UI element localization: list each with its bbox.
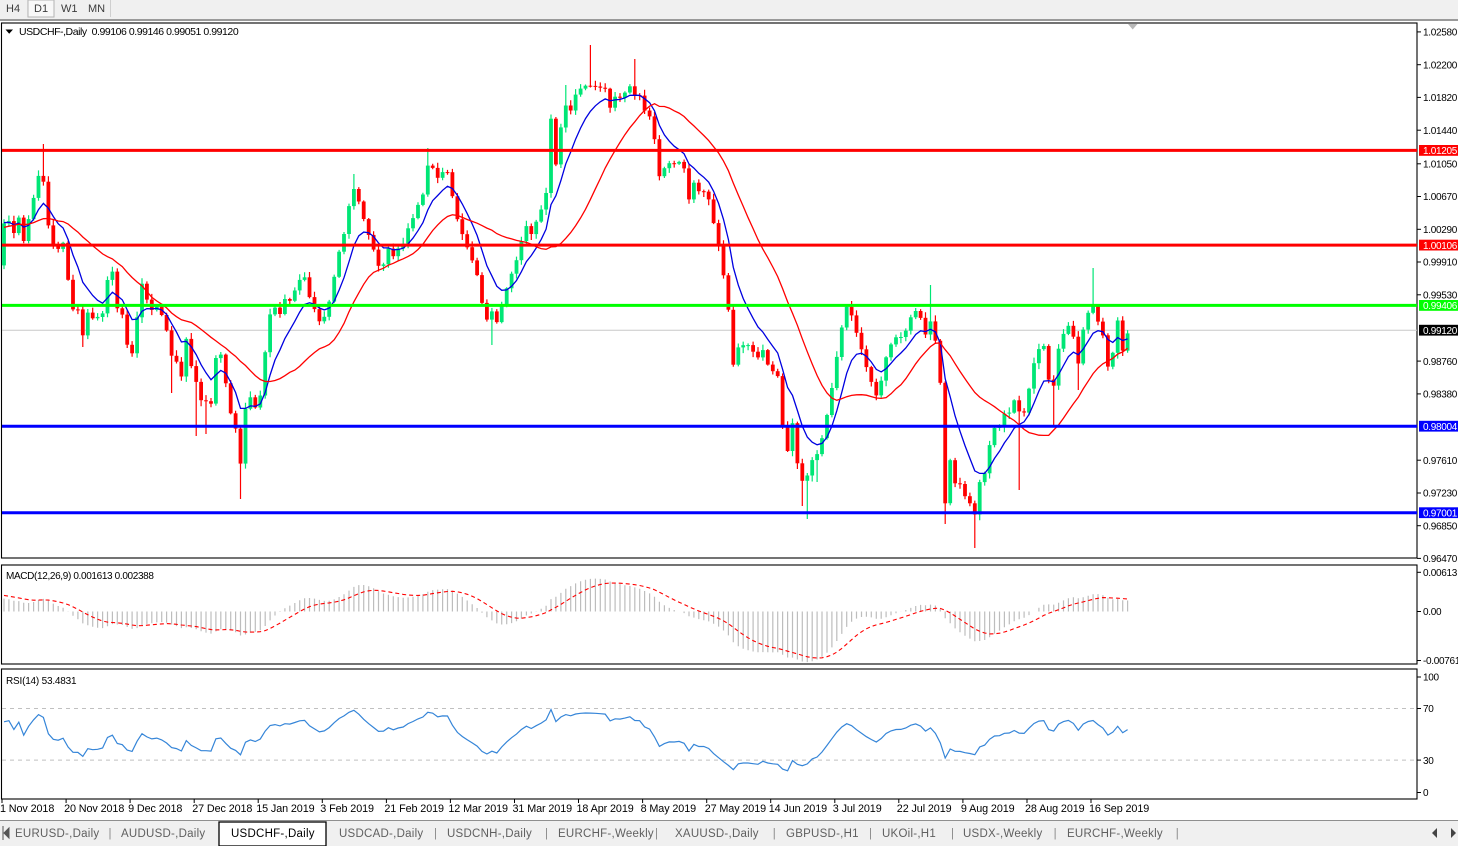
svg-text:|: |: [109, 828, 112, 840]
svg-text:|: |: [773, 828, 776, 840]
svg-text:1.01820: 1.01820: [1423, 93, 1458, 104]
svg-text:|: |: [869, 828, 872, 840]
svg-text:1.00670: 1.00670: [1423, 192, 1458, 203]
svg-text:1.02580: 1.02580: [1423, 28, 1458, 39]
svg-text:28 Aug 2019: 28 Aug 2019: [1025, 803, 1085, 815]
svg-text:USDCAD-,Daily: USDCAD-,Daily: [339, 828, 423, 840]
svg-text:0.97230: 0.97230: [1423, 489, 1458, 500]
svg-text:1.02200: 1.02200: [1423, 60, 1458, 71]
svg-text:9 Aug 2019: 9 Aug 2019: [961, 803, 1015, 815]
svg-text:-0.00761: -0.00761: [1423, 656, 1458, 667]
svg-text:12 Mar 2019: 12 Mar 2019: [448, 803, 508, 815]
svg-text:XAUUSD-,Daily: XAUUSD-,Daily: [675, 828, 759, 840]
svg-text:21 Feb 2019: 21 Feb 2019: [384, 803, 444, 815]
svg-text:|: |: [434, 828, 437, 840]
svg-text:0.97610: 0.97610: [1423, 456, 1458, 467]
svg-text:USDCHF-,Daily: USDCHF-,Daily: [231, 828, 315, 840]
svg-text:100: 100: [1423, 673, 1440, 684]
svg-text:27 Dec 2018: 27 Dec 2018: [192, 803, 252, 815]
svg-text:8 May 2019: 8 May 2019: [641, 803, 697, 815]
svg-text:15 Jan 2019: 15 Jan 2019: [256, 803, 314, 815]
svg-text:20 Nov 2018: 20 Nov 2018: [64, 803, 124, 815]
svg-text:GBPUSD-,H1: GBPUSD-,H1: [786, 828, 859, 840]
svg-text:0.98760: 0.98760: [1423, 357, 1458, 368]
svg-text:EURCHF-,Weekly: EURCHF-,Weekly: [1067, 828, 1163, 840]
svg-text:AUDUSD-,Daily: AUDUSD-,Daily: [121, 828, 205, 840]
svg-text:USDCNH-,Daily: USDCNH-,Daily: [447, 828, 532, 840]
svg-text:1 Nov 2018: 1 Nov 2018: [0, 803, 54, 815]
svg-text:W1: W1: [61, 3, 78, 15]
svg-text:0.98380: 0.98380: [1423, 390, 1458, 401]
svg-text:27 May 2019: 27 May 2019: [705, 803, 766, 815]
svg-text:|: |: [1176, 828, 1179, 840]
svg-text:USDCHF-,Daily 0.99106 0.99146: USDCHF-,Daily 0.99106 0.99146 0.99051 0.…: [19, 26, 239, 38]
svg-text:0.99406: 0.99406: [1423, 301, 1458, 312]
svg-text:30: 30: [1423, 756, 1434, 767]
svg-text:1.00106: 1.00106: [1423, 241, 1458, 252]
svg-text:0.98004: 0.98004: [1423, 422, 1458, 433]
svg-text:|: |: [545, 828, 548, 840]
svg-text:0.99530: 0.99530: [1423, 291, 1458, 302]
svg-text:0.00: 0.00: [1423, 607, 1442, 618]
svg-text:EURCHF-,Weekly: EURCHF-,Weekly: [558, 828, 654, 840]
svg-text:0.00613: 0.00613: [1423, 568, 1458, 579]
svg-text:9 Dec 2018: 9 Dec 2018: [128, 803, 182, 815]
svg-text:0: 0: [1423, 788, 1429, 799]
svg-text:EURUSD-,Daily: EURUSD-,Daily: [15, 828, 99, 840]
svg-text:3 Feb 2019: 3 Feb 2019: [320, 803, 374, 815]
svg-text:0.97001: 0.97001: [1423, 508, 1458, 519]
svg-text:UKOil-,H1: UKOil-,H1: [882, 828, 936, 840]
svg-text:H4: H4: [6, 3, 20, 15]
svg-text:31 Mar 2019: 31 Mar 2019: [513, 803, 573, 815]
svg-text:0.96470: 0.96470: [1423, 554, 1458, 565]
svg-text:1.01440: 1.01440: [1423, 126, 1458, 137]
svg-text:|: |: [655, 828, 658, 840]
svg-text:70: 70: [1423, 704, 1434, 715]
svg-text:MACD(12,26,9) 0.001613 0.00238: MACD(12,26,9) 0.001613 0.002388: [6, 571, 154, 582]
svg-text:|: |: [1054, 828, 1057, 840]
svg-text:MN: MN: [88, 3, 105, 15]
svg-text:16 Sep 2019: 16 Sep 2019: [1089, 803, 1149, 815]
svg-text:1.00290: 1.00290: [1423, 225, 1458, 236]
svg-text:22 Jul 2019: 22 Jul 2019: [897, 803, 952, 815]
svg-text:0.99910: 0.99910: [1423, 258, 1458, 269]
svg-text:D1: D1: [34, 3, 48, 15]
svg-text:3 Jul 2019: 3 Jul 2019: [833, 803, 882, 815]
svg-text:1.01050: 1.01050: [1423, 160, 1458, 171]
svg-text:RSI(14) 53.4831: RSI(14) 53.4831: [6, 676, 77, 687]
svg-text:1.01205: 1.01205: [1423, 146, 1458, 157]
svg-text:USDX-,Weekly: USDX-,Weekly: [963, 828, 1042, 840]
svg-text:18 Apr 2019: 18 Apr 2019: [577, 803, 634, 815]
svg-text:0.96850: 0.96850: [1423, 521, 1458, 532]
svg-text:14 Jun 2019: 14 Jun 2019: [769, 803, 827, 815]
svg-text:|: |: [951, 828, 954, 840]
svg-text:0.99120: 0.99120: [1423, 326, 1458, 337]
